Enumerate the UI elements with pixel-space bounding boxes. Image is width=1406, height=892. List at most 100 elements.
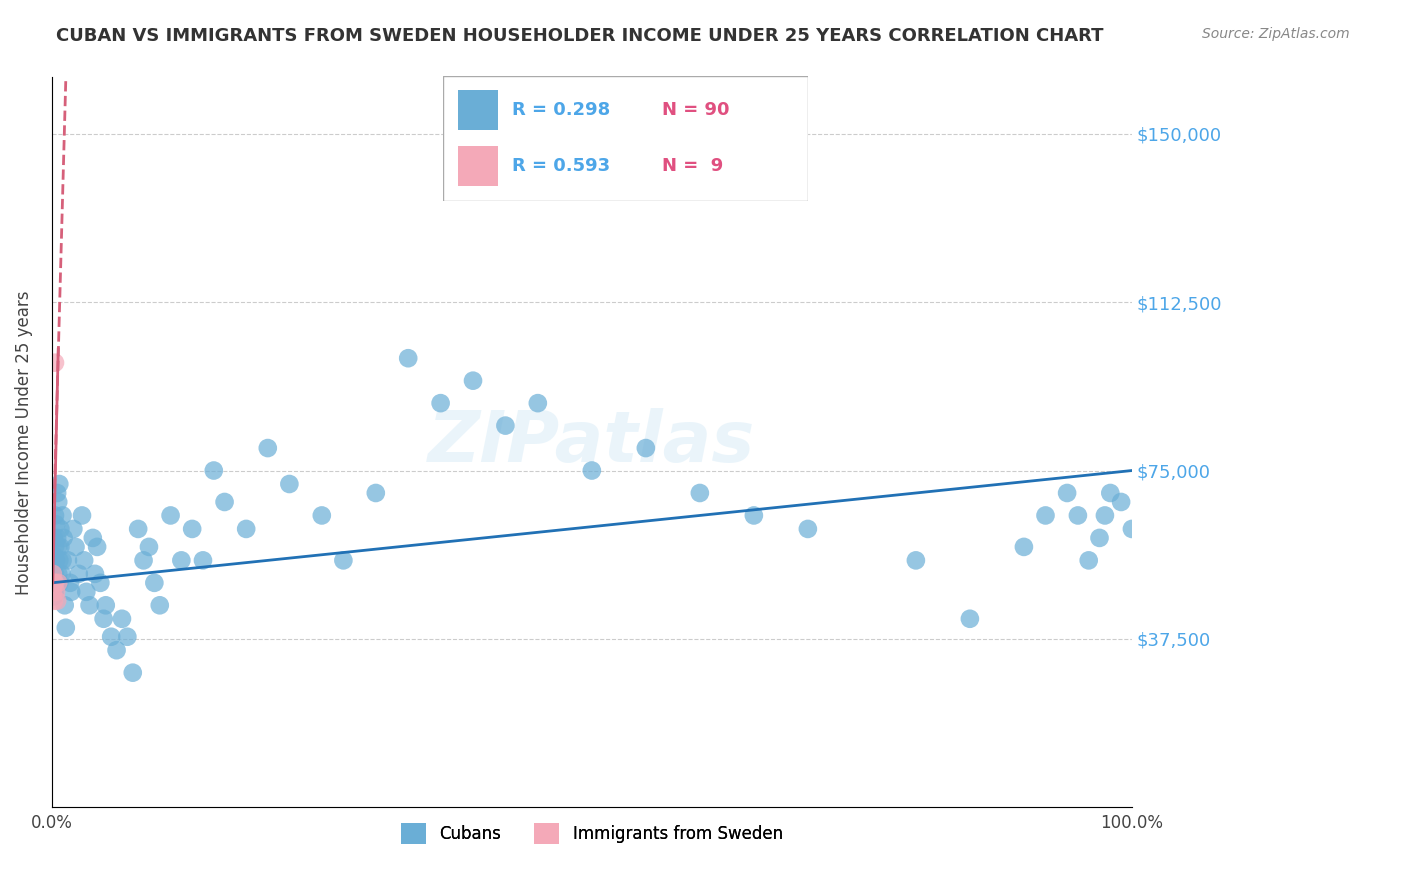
Cubans: [117, 630, 139, 644]
Cubans: [159, 508, 181, 523]
Cubans: [1035, 508, 1057, 523]
Cubans: [311, 508, 333, 523]
Cubans: [42, 549, 65, 563]
Cubans: [51, 566, 73, 581]
Cubans: [581, 463, 603, 477]
Cubans: [55, 621, 77, 635]
Cubans: [79, 599, 101, 613]
Cubans: [51, 508, 73, 523]
Text: CUBAN VS IMMIGRANTS FROM SWEDEN HOUSEHOLDER INCOME UNDER 25 YEARS CORRELATION CH: CUBAN VS IMMIGRANTS FROM SWEDEN HOUSEHOL…: [56, 27, 1104, 45]
Cubans: [62, 522, 84, 536]
Cubans: [59, 575, 82, 590]
Cubans: [73, 553, 96, 567]
Legend: Cubans, Immigrants from Sweden: Cubans, Immigrants from Sweden: [394, 816, 790, 850]
Cubans: [278, 477, 301, 491]
Cubans: [46, 566, 69, 581]
Cubans: [56, 553, 79, 567]
FancyBboxPatch shape: [443, 76, 808, 201]
Cubans: [332, 553, 354, 567]
Immigrants from Sweden: [46, 575, 69, 590]
Cubans: [70, 508, 93, 523]
Immigrants from Sweden: [44, 575, 66, 590]
Cubans: [46, 540, 69, 554]
Cubans: [86, 540, 108, 554]
Cubans: [42, 575, 65, 590]
Cubans: [100, 630, 122, 644]
Text: N = 90: N = 90: [662, 101, 730, 119]
Cubans: [44, 566, 66, 581]
Cubans: [46, 486, 69, 500]
Cubans: [235, 522, 257, 536]
Cubans: [904, 553, 927, 567]
Text: R = 0.593: R = 0.593: [512, 157, 610, 175]
Cubans: [143, 575, 166, 590]
Cubans: [256, 441, 278, 455]
Cubans: [75, 584, 97, 599]
Immigrants from Sweden: [42, 575, 65, 590]
Cubans: [127, 522, 149, 536]
Cubans: [742, 508, 765, 523]
Cubans: [1077, 553, 1099, 567]
Cubans: [170, 553, 193, 567]
Cubans: [48, 575, 70, 590]
Cubans: [1012, 540, 1035, 554]
Cubans: [46, 495, 69, 509]
Cubans: [1056, 486, 1078, 500]
Cubans: [105, 643, 128, 657]
Cubans: [42, 584, 65, 599]
Cubans: [49, 540, 72, 554]
Y-axis label: Householder Income Under 25 years: Householder Income Under 25 years: [15, 290, 32, 595]
Cubans: [396, 351, 419, 366]
Text: N =  9: N = 9: [662, 157, 724, 175]
Cubans: [1067, 508, 1090, 523]
Cubans: [959, 612, 981, 626]
Cubans: [527, 396, 550, 410]
Cubans: [132, 553, 155, 567]
Cubans: [45, 553, 67, 567]
Cubans: [1094, 508, 1116, 523]
Cubans: [1121, 522, 1143, 536]
Cubans: [1109, 495, 1132, 509]
Cubans: [461, 374, 484, 388]
Cubans: [44, 584, 66, 599]
Cubans: [53, 599, 76, 613]
Immigrants from Sweden: [42, 594, 65, 608]
Cubans: [65, 540, 87, 554]
Immigrants from Sweden: [42, 566, 65, 581]
Cubans: [364, 486, 387, 500]
Cubans: [202, 463, 225, 477]
Cubans: [48, 477, 70, 491]
Cubans: [84, 566, 107, 581]
Cubans: [42, 566, 65, 581]
Cubans: [60, 584, 83, 599]
Text: R = 0.298: R = 0.298: [512, 101, 610, 119]
Cubans: [429, 396, 451, 410]
Cubans: [1099, 486, 1122, 500]
Cubans: [634, 441, 657, 455]
Cubans: [51, 553, 73, 567]
Cubans: [214, 495, 236, 509]
Cubans: [82, 531, 104, 545]
Cubans: [44, 508, 66, 523]
Immigrants from Sweden: [45, 584, 67, 599]
Cubans: [797, 522, 820, 536]
Immigrants from Sweden: [44, 356, 66, 370]
Cubans: [49, 522, 72, 536]
Cubans: [89, 575, 111, 590]
Text: Source: ZipAtlas.com: Source: ZipAtlas.com: [1202, 27, 1350, 41]
Cubans: [42, 553, 65, 567]
Cubans: [191, 553, 214, 567]
Cubans: [67, 566, 90, 581]
Cubans: [46, 575, 69, 590]
Cubans: [46, 531, 69, 545]
Cubans: [44, 540, 66, 554]
Cubans: [121, 665, 143, 680]
FancyBboxPatch shape: [457, 145, 498, 186]
Immigrants from Sweden: [46, 594, 69, 608]
Cubans: [52, 531, 75, 545]
Cubans: [181, 522, 204, 536]
Cubans: [93, 612, 115, 626]
Cubans: [48, 553, 70, 567]
Cubans: [689, 486, 711, 500]
Cubans: [138, 540, 160, 554]
